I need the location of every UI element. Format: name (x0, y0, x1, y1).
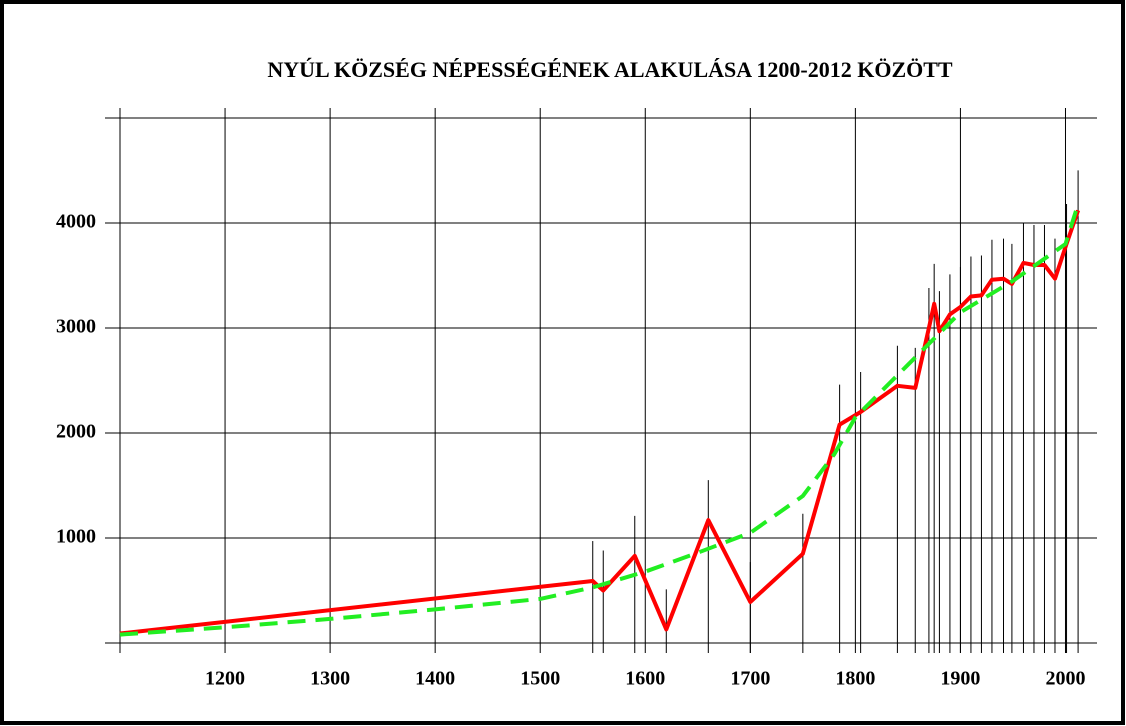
x-tick-label: 1200 (205, 668, 245, 690)
x-tick-label: 1600 (625, 668, 665, 690)
x-tick-label: 1500 (520, 668, 560, 690)
x-tick-label: 2000 (1045, 668, 1085, 690)
x-tick-label: 1300 (310, 668, 350, 690)
data-line (119, 209, 1080, 636)
y-tick-label: 1000 (56, 526, 96, 548)
x-tick-label: 1800 (835, 668, 875, 690)
y-tick-label: 2000 (56, 421, 96, 443)
x-tick-label: 1900 (940, 668, 980, 690)
trend-line (119, 203, 1081, 637)
y-tick-label: 4000 (56, 211, 96, 233)
x-tick-label: 1400 (415, 668, 455, 690)
chart-title: NYÚL KÖZSÉG NÉPESSÉGÉNEK ALAKULÁSA 1200-… (267, 57, 953, 82)
y-tick-label: 3000 (56, 316, 96, 338)
x-tick-label: 1700 (730, 668, 770, 690)
